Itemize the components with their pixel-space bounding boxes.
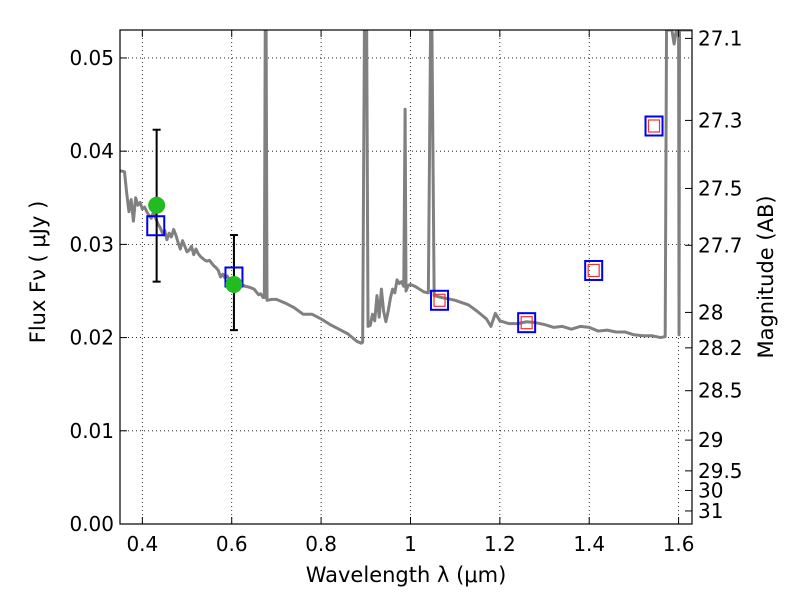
predicted-flux-square [433,293,446,307]
x-tick-label: 0.6 [216,532,248,556]
x-tick-label: 1 [404,532,417,556]
y-tick-label: 0.00 [69,512,114,536]
x-tick-label: 1.6 [663,532,695,556]
spectrum-line [120,30,692,345]
y-tick-label: 0.03 [69,232,114,256]
observed-flux-point [225,275,243,293]
x-tick-label: 0.8 [305,532,337,556]
model-flux-square [517,312,537,334]
right-tick-label: 27.7 [698,233,743,257]
right-tick-label: 31 [698,499,723,523]
y-axis-label: Flux Fν ( μJy ) [26,201,50,344]
x-tick-label: 0.4 [126,532,158,556]
model-flux-square [146,215,166,237]
right-tick-label: 29.5 [698,459,743,483]
y-tick-label: 0.01 [69,419,114,443]
y-tick-label: 0.04 [69,139,114,163]
predicted-flux-square [587,263,600,278]
right-axis-label: Magnitude (AB) [754,195,778,358]
observed-flux-point [148,196,166,214]
y-tick-label: 0.05 [69,46,114,70]
axes-frame [119,29,693,525]
model-flux-square [430,289,450,311]
right-tick-label: 28.2 [698,336,743,360]
right-tick-label: 29 [698,428,723,452]
model-flux-square [644,115,664,137]
right-tick-label: 28.5 [698,379,743,403]
plot-area [120,30,692,345]
right-tick-label: 27.5 [698,176,743,200]
x-tick-label: 1.4 [573,532,605,556]
axis-ticks: 0.4 0.6 0.8 1 1.2 1.4 1.6 0.00 0.01 0.02 0.03 0.04 0… [69,26,742,556]
right-tick-label: 27.3 [698,108,743,132]
model-flux-square [584,259,604,281]
right-tick-label: 27.1 [698,26,743,50]
right-tick-label: 28 [698,300,723,324]
predicted-flux-square [520,316,533,330]
predicted-flux-square [647,119,661,133]
x-axis-label: Wavelength λ (μm) [306,563,507,587]
x-tick-label: 1.2 [484,532,516,556]
y-tick-label: 0.02 [69,326,114,350]
right-tick-label: 30 [698,478,723,502]
